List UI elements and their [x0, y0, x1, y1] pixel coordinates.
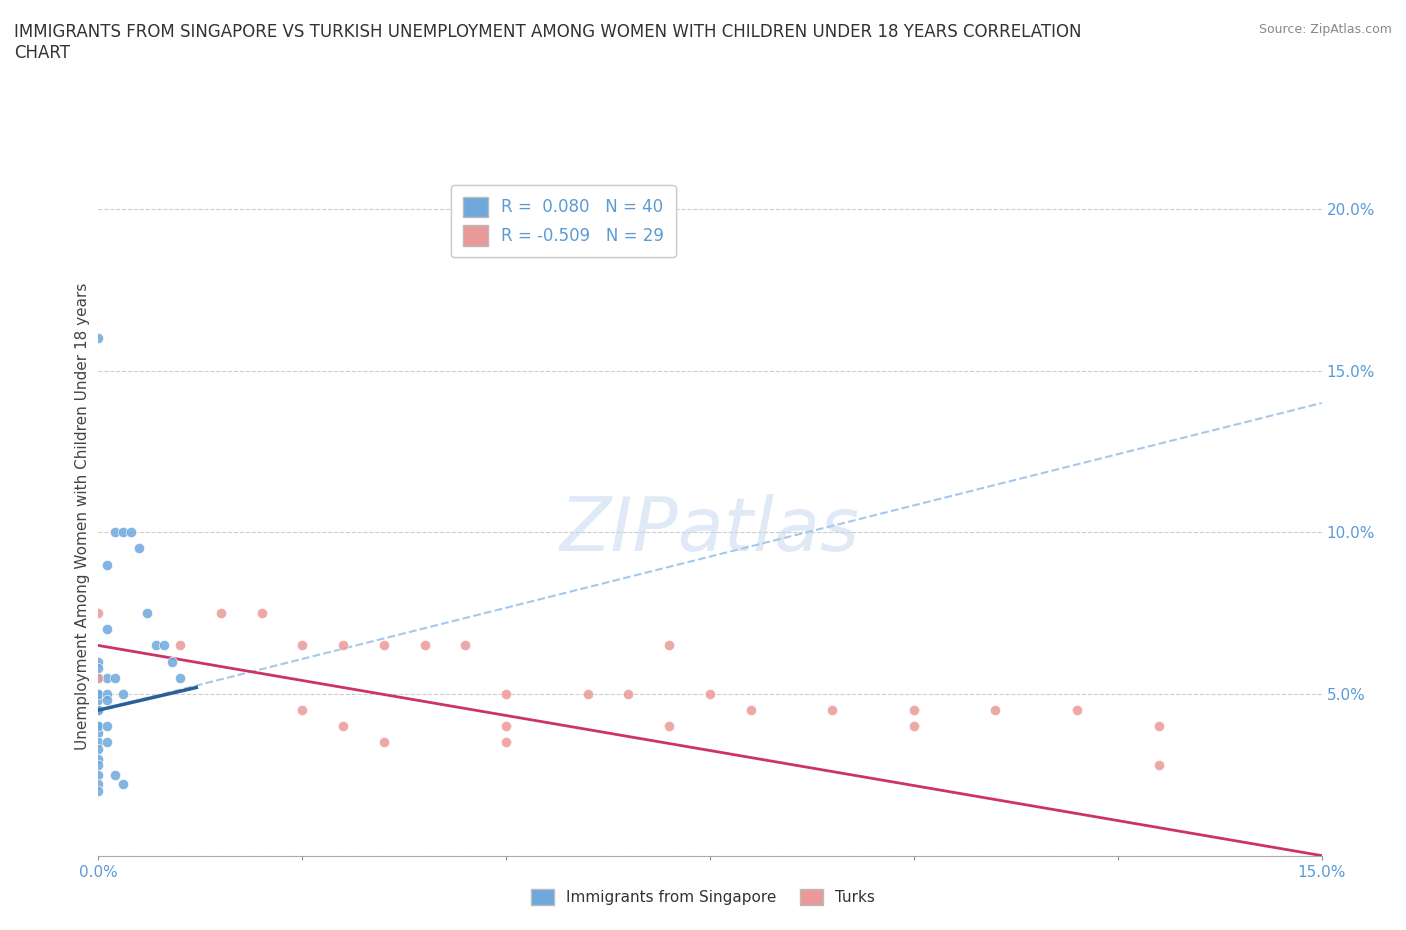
Point: [413, 638, 436, 653]
Point: [1066, 703, 1088, 718]
Point: [111, 777, 134, 792]
Point: [1147, 758, 1170, 773]
Point: [87, 725, 110, 740]
Point: [160, 654, 183, 669]
Point: [87, 719, 110, 734]
Point: [136, 605, 159, 620]
Point: [903, 703, 925, 718]
Point: [96, 719, 118, 734]
Point: [373, 735, 395, 750]
Legend: R =  0.080   N = 40, R = -0.509   N = 29: R = 0.080 N = 40, R = -0.509 N = 29: [451, 185, 675, 258]
Point: [1147, 719, 1170, 734]
Point: [96, 622, 118, 637]
Point: [576, 686, 599, 701]
Point: [903, 719, 925, 734]
Point: [111, 686, 134, 701]
Point: [250, 605, 273, 620]
Point: [658, 719, 681, 734]
Point: [495, 686, 517, 701]
Point: [96, 671, 118, 685]
Point: [291, 638, 314, 653]
Point: [120, 525, 142, 539]
Point: [291, 703, 314, 718]
Point: [332, 719, 354, 734]
Point: [87, 703, 110, 718]
Point: [821, 703, 844, 718]
Point: [96, 686, 118, 701]
Point: [87, 741, 110, 756]
Point: [658, 638, 681, 653]
Point: [104, 525, 127, 539]
Point: [111, 525, 134, 539]
Point: [87, 671, 110, 685]
Point: [209, 605, 232, 620]
Legend: Immigrants from Singapore, Turks: Immigrants from Singapore, Turks: [523, 882, 883, 913]
Point: [454, 638, 477, 653]
Point: [87, 693, 110, 708]
Point: [87, 767, 110, 782]
Point: [87, 703, 110, 718]
Text: Source: ZipAtlas.com: Source: ZipAtlas.com: [1258, 23, 1392, 36]
Point: [617, 686, 640, 701]
Point: [169, 638, 191, 653]
Text: IMMIGRANTS FROM SINGAPORE VS TURKISH UNEMPLOYMENT AMONG WOMEN WITH CHILDREN UNDE: IMMIGRANTS FROM SINGAPORE VS TURKISH UNE…: [14, 23, 1081, 62]
Point: [87, 735, 110, 750]
Point: [332, 638, 354, 653]
Point: [96, 693, 118, 708]
Point: [87, 686, 110, 701]
Point: [740, 703, 762, 718]
Point: [87, 686, 110, 701]
Point: [87, 605, 110, 620]
Y-axis label: Unemployment Among Women with Children Under 18 years: Unemployment Among Women with Children U…: [75, 283, 90, 750]
Point: [373, 638, 395, 653]
Point: [128, 541, 150, 556]
Point: [87, 777, 110, 792]
Point: [87, 671, 110, 685]
Point: [169, 671, 191, 685]
Point: [145, 638, 167, 653]
Point: [87, 654, 110, 669]
Point: [495, 735, 517, 750]
Point: [96, 735, 118, 750]
Point: [87, 719, 110, 734]
Point: [87, 783, 110, 798]
Point: [87, 751, 110, 766]
Point: [87, 686, 110, 701]
Text: ZIPatlas: ZIPatlas: [560, 494, 860, 565]
Point: [104, 671, 127, 685]
Point: [699, 686, 721, 701]
Point: [984, 703, 1007, 718]
Point: [495, 719, 517, 734]
Point: [87, 660, 110, 675]
Point: [96, 557, 118, 572]
Point: [104, 767, 127, 782]
Point: [87, 758, 110, 773]
Point: [87, 331, 110, 346]
Point: [152, 638, 174, 653]
